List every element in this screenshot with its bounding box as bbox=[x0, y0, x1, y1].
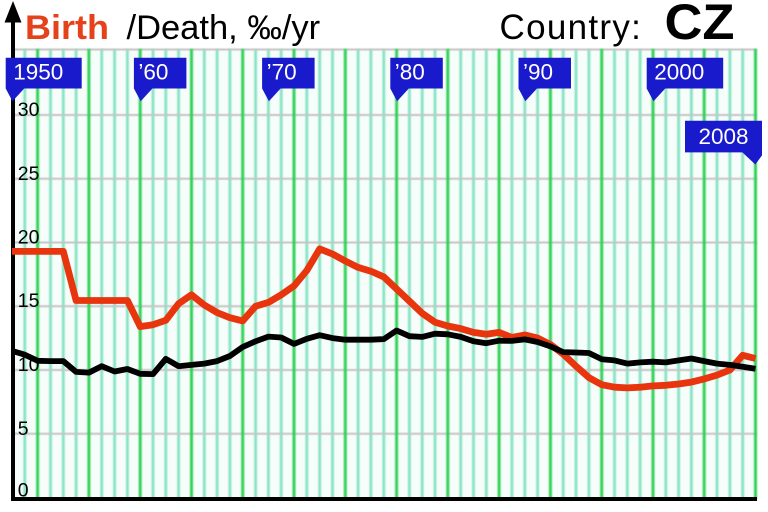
svg-text:25: 25 bbox=[18, 163, 40, 185]
svg-text:2008: 2008 bbox=[698, 124, 748, 149]
svg-text:20: 20 bbox=[18, 227, 40, 249]
svg-text:’70: ’70 bbox=[267, 60, 297, 85]
svg-text:’90: ’90 bbox=[523, 60, 553, 85]
svg-text:1950: 1950 bbox=[13, 60, 63, 85]
svg-text:’60: ’60 bbox=[138, 60, 168, 85]
svg-text:15: 15 bbox=[18, 290, 40, 312]
svg-text:Birth: Birth bbox=[25, 9, 109, 47]
svg-text:0: 0 bbox=[18, 479, 29, 501]
svg-text:5: 5 bbox=[18, 418, 29, 440]
svg-text:Country:: Country: bbox=[500, 8, 643, 47]
svg-text:’80: ’80 bbox=[395, 60, 425, 85]
svg-text:2000: 2000 bbox=[654, 60, 704, 85]
svg-text:/Death, ‰/yr: /Death, ‰/yr bbox=[127, 9, 321, 47]
svg-text:CZ: CZ bbox=[665, 0, 735, 50]
svg-text:30: 30 bbox=[18, 99, 40, 121]
